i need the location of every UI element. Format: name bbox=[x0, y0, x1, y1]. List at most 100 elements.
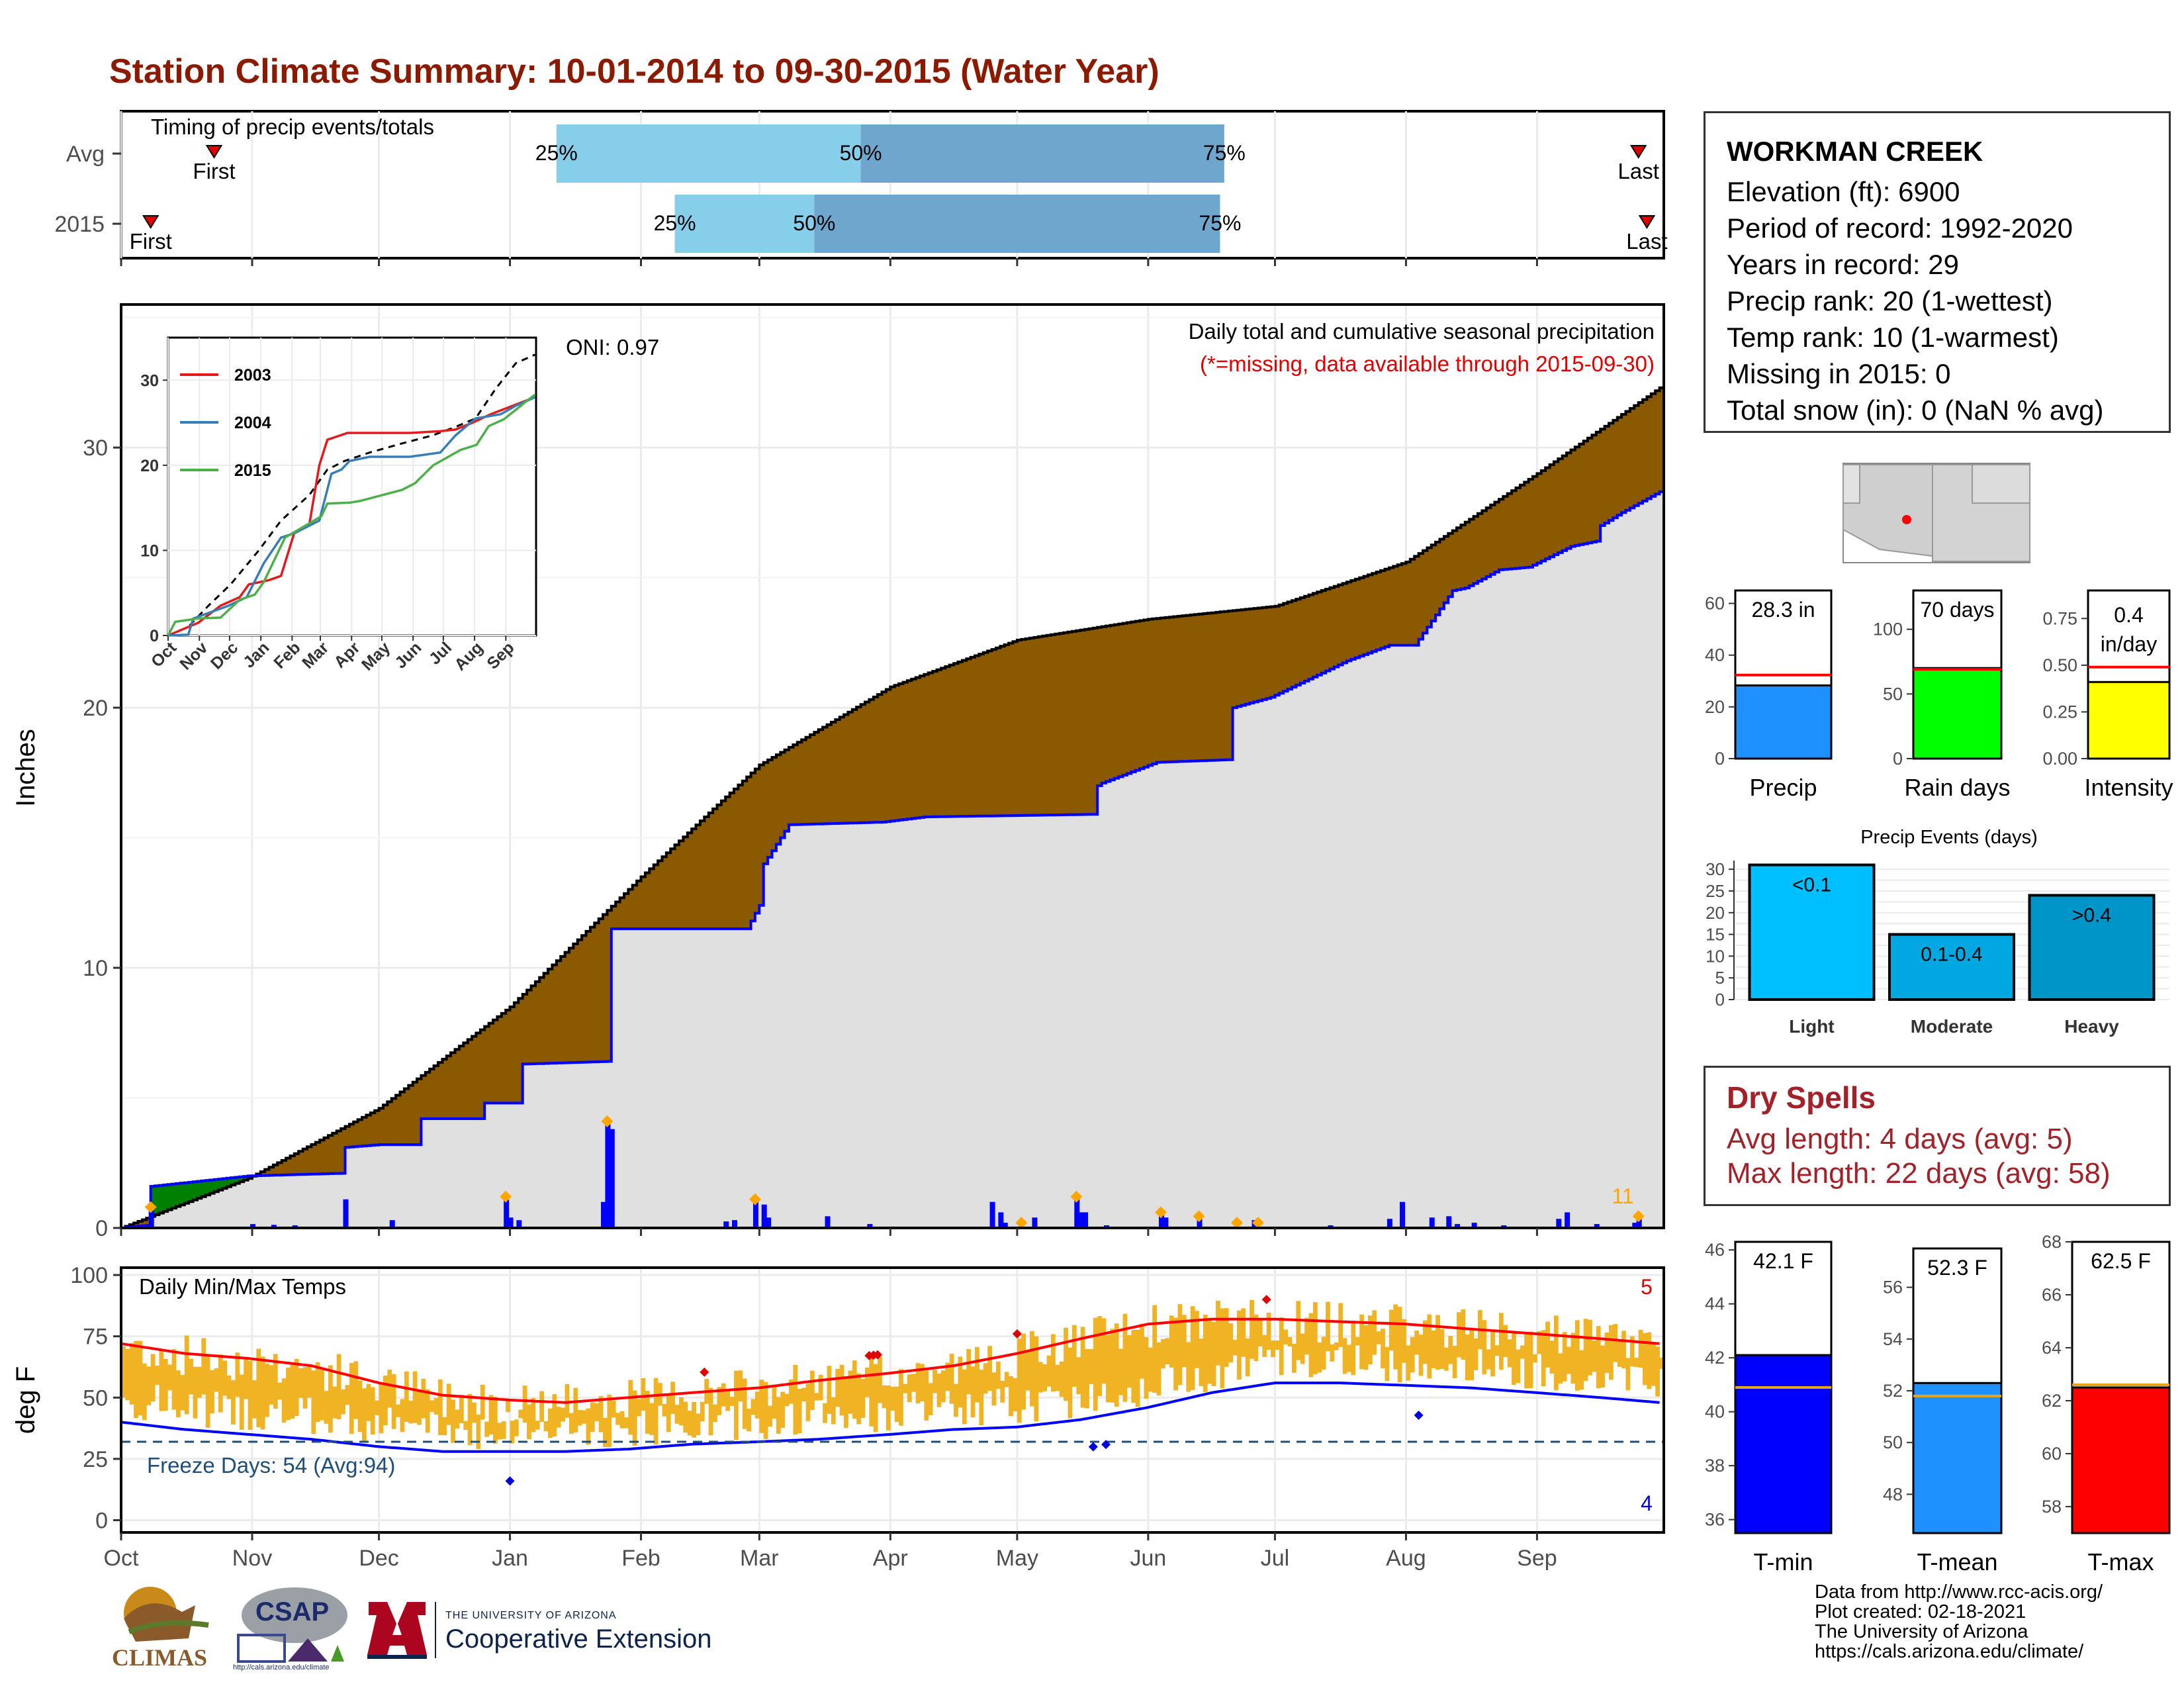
precip-deficit-band bbox=[492, 1019, 498, 1103]
precip-deficit-band bbox=[1583, 441, 1588, 544]
temp-daily-bar bbox=[1583, 1319, 1588, 1382]
temp-daily-bar bbox=[480, 1384, 485, 1420]
precip-deficit-band bbox=[480, 1029, 485, 1119]
temp-daily-bar bbox=[362, 1388, 367, 1442]
precip-deficit-band bbox=[1448, 533, 1453, 597]
temp-daily-bar bbox=[607, 1394, 612, 1448]
temp-daily-bar bbox=[1600, 1345, 1605, 1388]
temp-daily-bar bbox=[332, 1386, 338, 1419]
temp-daily-bar bbox=[789, 1379, 794, 1404]
side-bar-ytick-label: 0 bbox=[1715, 749, 1725, 769]
timing-row-label: Avg bbox=[66, 142, 105, 167]
timing-q25-q50-bar bbox=[674, 195, 815, 253]
temp-daily-bar bbox=[623, 1417, 629, 1429]
temp-daily-bar bbox=[1503, 1325, 1508, 1358]
temp-daily-bar bbox=[590, 1402, 595, 1432]
precip-deficit-band bbox=[138, 1221, 143, 1227]
precip-daily-bar bbox=[250, 1224, 255, 1228]
precip-daily-bar bbox=[271, 1225, 277, 1228]
side-bar-value-label: 28.3 in bbox=[1751, 598, 1815, 622]
temp-daily-bar bbox=[455, 1409, 460, 1429]
precip-deficit-band bbox=[1140, 620, 1145, 769]
temp-daily-bar bbox=[1338, 1303, 1343, 1347]
temp-daily-bar bbox=[273, 1354, 278, 1409]
precip-deficit-band bbox=[637, 880, 642, 929]
precip-deficit-band bbox=[827, 724, 832, 824]
precip-deficit-band bbox=[1220, 612, 1225, 761]
temp-daily-bar bbox=[328, 1365, 333, 1433]
side-bar-value bbox=[1912, 1382, 2003, 1534]
precip-event-marker bbox=[1070, 1190, 1083, 1203]
precip-deficit-band bbox=[983, 652, 988, 816]
precip-deficit-band bbox=[619, 898, 625, 929]
temp-daily-bar bbox=[163, 1358, 168, 1411]
temp-daily-bar bbox=[801, 1387, 806, 1402]
temp-daily-bar bbox=[1516, 1349, 1521, 1383]
temp-daily-bar bbox=[1334, 1342, 1339, 1350]
precip-events-ytick-label: 30 bbox=[1706, 859, 1725, 879]
temp-daily-bar bbox=[472, 1402, 477, 1423]
temp-daily-bar bbox=[1655, 1346, 1661, 1397]
precip-deficit-band bbox=[1025, 638, 1030, 816]
temp-daily-bar bbox=[400, 1399, 405, 1432]
precip-deficit-band bbox=[975, 655, 980, 816]
precip-deficit-band bbox=[353, 1121, 359, 1147]
temp-daily-bar bbox=[1659, 1357, 1664, 1369]
precip-deficit-band bbox=[1317, 592, 1322, 675]
precip-deficit-band bbox=[713, 808, 718, 929]
precip-deficit-band bbox=[362, 1117, 367, 1147]
side-bar-ytick-label: 54 bbox=[1883, 1329, 1903, 1349]
temp-daily-bar bbox=[366, 1383, 371, 1421]
temp-daily-bar bbox=[1592, 1340, 1597, 1372]
temp-daily-bar bbox=[958, 1356, 963, 1408]
temp-daily-bar bbox=[281, 1378, 287, 1423]
precip-deficit-band bbox=[1177, 616, 1183, 762]
precip-deficit-band bbox=[391, 1098, 396, 1145]
precip-y-axis-label: Inches bbox=[11, 729, 40, 807]
precip-deficit-band bbox=[1224, 611, 1229, 760]
precip-deficit-band bbox=[674, 845, 680, 929]
precip-deficit-band bbox=[565, 952, 570, 1063]
temp-daily-bar bbox=[637, 1399, 641, 1417]
temp-daily-bar bbox=[754, 1391, 760, 1419]
precip-deficit-band bbox=[1503, 496, 1508, 570]
precip-deficit-band bbox=[501, 1013, 506, 1103]
temp-daily-bar bbox=[1275, 1340, 1280, 1350]
temp-daily-bar bbox=[1135, 1329, 1140, 1407]
precip-deficit-band bbox=[1617, 417, 1622, 516]
precip-deficit-band bbox=[311, 1145, 316, 1174]
temp-daily-bar bbox=[582, 1410, 586, 1424]
precip-surplus-band bbox=[197, 1181, 202, 1199]
precip-ytick-label: 30 bbox=[83, 436, 108, 461]
temp-daily-bar bbox=[446, 1383, 451, 1425]
temp-daily-bar bbox=[949, 1354, 954, 1404]
precip-deficit-band bbox=[797, 742, 802, 825]
temp-daily-bar bbox=[995, 1361, 1001, 1389]
precip-deficit-band bbox=[543, 973, 549, 1064]
precip-deficit-band bbox=[142, 1219, 147, 1226]
temp-record-high-marker bbox=[1012, 1329, 1022, 1338]
timing-panel: Timing of precip events/totals Avg 25% 50% 7… bbox=[54, 110, 1668, 266]
month-label: Apr bbox=[873, 1546, 908, 1571]
temp-daily-bar bbox=[1567, 1346, 1571, 1374]
temp-daily-bar bbox=[915, 1363, 921, 1404]
precip-event-marker bbox=[1230, 1217, 1243, 1229]
precip-deficit-band bbox=[518, 998, 523, 1103]
precip-deficit-band bbox=[751, 773, 756, 921]
timing-last-label: Last bbox=[1626, 229, 1667, 254]
precip-deficit-band bbox=[1122, 623, 1128, 775]
precip-average-line bbox=[121, 386, 1664, 1229]
precip-deficit-band bbox=[970, 657, 976, 817]
temp-daily-bar bbox=[683, 1401, 688, 1433]
precip-daily-bar bbox=[1429, 1217, 1435, 1228]
temp-daily-bar bbox=[1050, 1334, 1056, 1392]
precip-deficit-band bbox=[451, 1053, 456, 1119]
precip-annotation: Daily total and cumulative seasonal prec… bbox=[1189, 319, 1655, 344]
precip-daily-bar bbox=[1032, 1217, 1038, 1228]
temp-daily-bar bbox=[205, 1354, 210, 1428]
temp-daily-bar bbox=[290, 1364, 295, 1419]
precip-deficit-band bbox=[1250, 608, 1255, 704]
temp-y-axis-label: deg F bbox=[11, 1366, 40, 1434]
precip-deficit-band bbox=[1621, 414, 1627, 513]
temp-daily-bar bbox=[1181, 1315, 1187, 1368]
